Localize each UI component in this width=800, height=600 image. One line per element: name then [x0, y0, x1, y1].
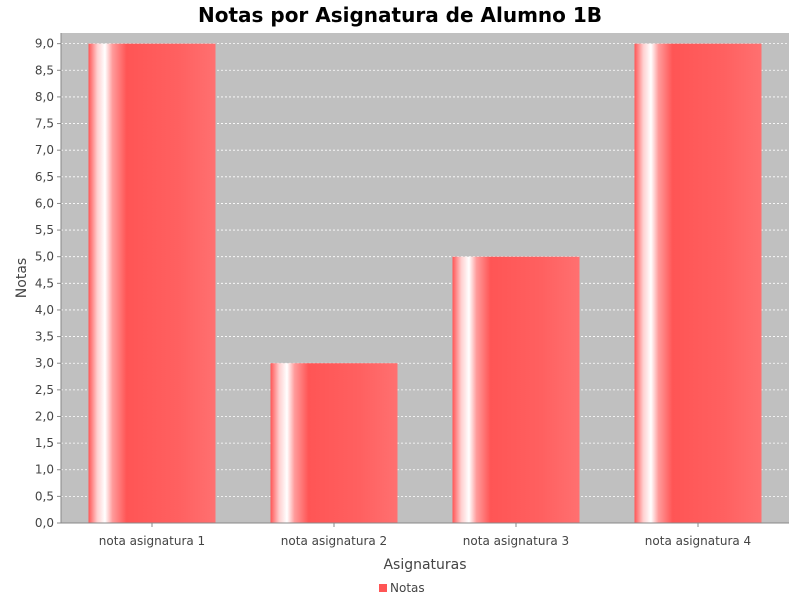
y-tick-label: 6,0 [35, 196, 54, 210]
y-tick-label: 9,0 [35, 37, 54, 51]
y-tick-label: 4,5 [35, 276, 54, 290]
y-tick-label: 2,5 [35, 383, 54, 397]
x-tick-label: nota asignatura 4 [645, 534, 751, 548]
y-tick-label: 7,0 [35, 143, 54, 157]
x-axis-label: Asignaturas [383, 557, 466, 573]
y-tick-label: 2,0 [35, 409, 54, 423]
legend-swatch [379, 584, 387, 592]
x-tick-label: nota asignatura 3 [463, 534, 569, 548]
y-tick-label: 0,5 [35, 489, 54, 503]
x-tick-label: nota asignatura 1 [99, 534, 205, 548]
bar-4 [634, 43, 762, 524]
bars [88, 43, 762, 524]
y-axis-label: Notas [14, 258, 30, 298]
y-tick-label: 7,5 [35, 117, 54, 131]
axes [60, 33, 789, 524]
x-tick-labels: nota asignatura 1 nota asignatura 2 nota a… [99, 523, 751, 548]
y-tick-label: 1,5 [35, 436, 54, 450]
y-tick-label: 5,0 [35, 250, 54, 264]
y-tick-labels: 0,0 0,5 1,0 1,5 2,0 2,5 3,0 3,5 4,0 4,5 5,0 5,5 6,0 6… [35, 37, 61, 530]
chart-title: Notas por Asignatura de Alumno 1B [198, 3, 602, 27]
y-tick-label: 8,0 [35, 90, 54, 104]
bar-1 [88, 43, 216, 524]
bar-2 [270, 363, 398, 523]
y-tick-label: 0,0 [35, 516, 54, 530]
y-tick-label: 3,5 [35, 330, 54, 344]
y-tick-label: 5,5 [35, 223, 54, 237]
bar-3 [452, 256, 580, 523]
y-tick-label: 8,5 [35, 63, 54, 77]
legend-label: Notas [390, 581, 425, 595]
y-tick-label: 6,5 [35, 170, 54, 184]
y-tick-label: 3,0 [35, 356, 54, 370]
y-tick-label: 4,0 [35, 303, 54, 317]
x-tick-label: nota asignatura 2 [281, 534, 387, 548]
legend: Notas [379, 581, 425, 595]
y-tick-label: 1,0 [35, 463, 54, 477]
